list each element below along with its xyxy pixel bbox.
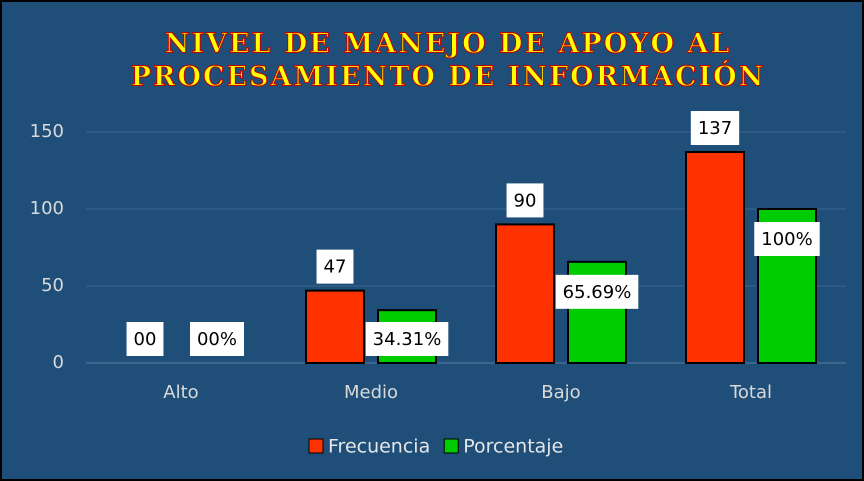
y-tick-label: 0 bbox=[53, 352, 64, 373]
data-label: 47 bbox=[324, 257, 347, 278]
data-label: 00 bbox=[134, 329, 157, 350]
data-label-box bbox=[690, 111, 740, 146]
y-tick-label: 100 bbox=[30, 198, 64, 219]
bar bbox=[495, 223, 555, 364]
data-label-box bbox=[189, 322, 245, 356]
bar bbox=[305, 289, 365, 364]
x-tick-label: Alto bbox=[163, 382, 198, 403]
data-label-box bbox=[555, 274, 639, 309]
data-label: 00% bbox=[197, 329, 237, 350]
y-tick-label: 50 bbox=[41, 275, 64, 296]
data-label-box bbox=[365, 322, 449, 356]
data-label-box bbox=[316, 249, 354, 284]
chart-title: PROCESAMIENTO DE INFORMACIÓN bbox=[131, 59, 766, 93]
data-label: 100% bbox=[761, 229, 812, 250]
data-label: 90 bbox=[514, 190, 537, 211]
data-label: 137 bbox=[698, 118, 732, 139]
legend-swatch bbox=[443, 438, 459, 454]
y-tick-label: 150 bbox=[30, 121, 64, 142]
legend-swatch bbox=[308, 438, 324, 454]
data-label-box bbox=[506, 183, 544, 218]
bar bbox=[685, 151, 745, 364]
chart-title: NIVEL DE MANEJO DE APOYO AL bbox=[165, 29, 732, 60]
x-tick-label: Medio bbox=[344, 382, 398, 403]
x-tick-label: Total bbox=[729, 382, 772, 403]
data-label: 34.31% bbox=[373, 329, 442, 350]
x-tick-label: Bajo bbox=[541, 382, 580, 403]
legend-label: Frecuencia bbox=[328, 436, 430, 458]
data-label: 65.69% bbox=[563, 282, 632, 303]
data-label-box bbox=[126, 322, 164, 356]
data-label-box bbox=[754, 222, 820, 256]
legend-label: Porcentaje bbox=[463, 436, 563, 458]
